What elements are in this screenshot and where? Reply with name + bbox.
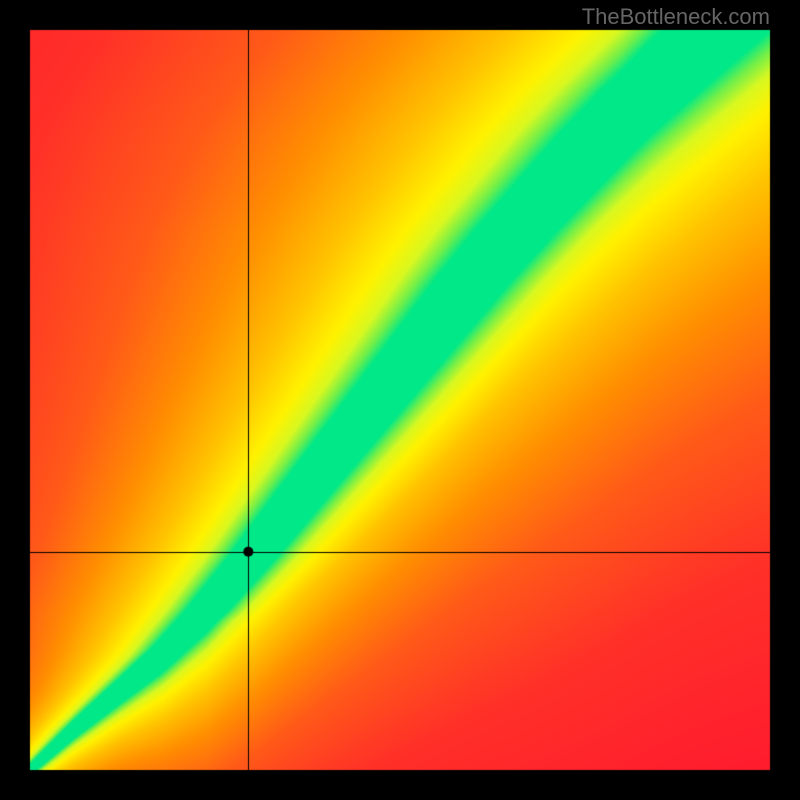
bottleneck-heatmap (0, 0, 800, 800)
watermark-text: TheBottleneck.com (582, 4, 770, 30)
